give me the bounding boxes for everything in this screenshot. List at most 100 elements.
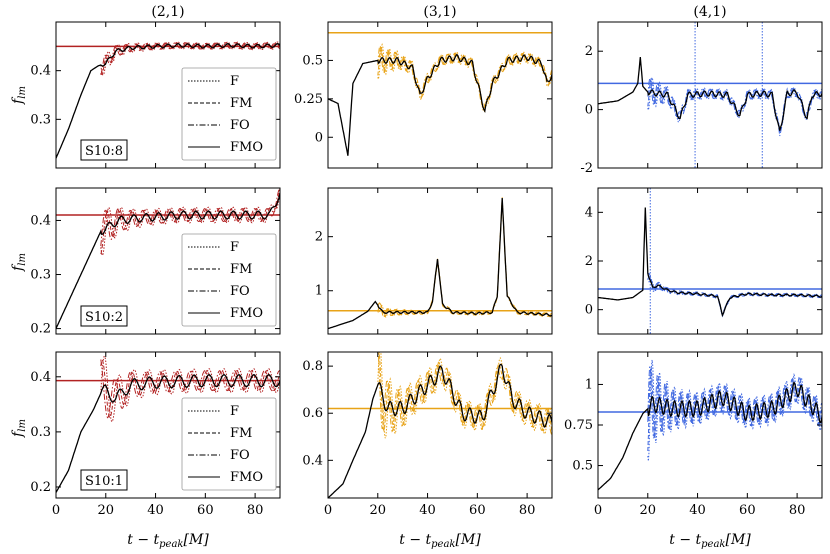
y-tick-label: 0.8 (302, 359, 323, 374)
y-tick-label: 0.2 (30, 480, 51, 495)
fmo-series (598, 381, 822, 491)
ylabel-row2: flm (10, 253, 28, 272)
fit-series-F (647, 278, 822, 318)
axes-frame (597, 351, 823, 499)
x-tick-label: 40 (419, 503, 436, 518)
x-tick-label: 80 (789, 503, 806, 518)
fit-series-FO (100, 359, 280, 419)
y-tick-label: 0.4 (30, 213, 51, 228)
y-tick-label: 2 (585, 44, 593, 59)
axes-frame (327, 351, 553, 499)
panel-0-2: -2 0 2 (580, 21, 823, 176)
plot-area (328, 32, 552, 156)
fmo-series (56, 374, 280, 493)
legend-box (181, 397, 277, 491)
legend-label-FMO: FMO (230, 306, 263, 321)
axes-frame (597, 187, 823, 335)
x-tick-label: 80 (247, 503, 264, 518)
fmo-series (328, 363, 552, 498)
plot-area (598, 188, 822, 334)
x-axis-labels: t − tpeak[M] t − tpeak[M] t − tpeak[M] (127, 532, 751, 550)
ylabel-row1: flm (10, 86, 28, 105)
fmo-series (598, 207, 822, 318)
legend-label-FMO: FMO (230, 140, 263, 155)
fit-series-FO (647, 366, 822, 439)
plot-area (56, 188, 280, 329)
row-label: S10:8 (85, 144, 123, 159)
legend-label-FO: FO (230, 118, 250, 133)
fit-series-F (377, 197, 552, 318)
y-tick-label: 0 (585, 303, 593, 318)
y-tick-label: 4 (585, 205, 593, 220)
x-tick-label: 20 (640, 503, 657, 518)
panel-0-1: 0 0.25 0.5 (294, 21, 553, 169)
plot-area (56, 355, 280, 493)
plot-area (598, 22, 822, 168)
row-label-box (80, 139, 128, 161)
col-title-41: (4,1) (693, 4, 726, 20)
fit-series-FO (377, 352, 552, 435)
y-tick-label: 0.4 (30, 64, 51, 79)
fit-series-FO (377, 199, 552, 318)
fit-series-F (377, 42, 552, 113)
panel-2-2: 0 20 40 60 80 0.5 0.75 1 (564, 351, 823, 518)
legend-box (181, 233, 277, 327)
y-tick-label: 0.3 (30, 425, 51, 440)
plot-area (328, 352, 552, 498)
plot-area (598, 359, 822, 491)
fit-series-FO (100, 42, 280, 76)
y-tick-label: 0.5 (302, 53, 323, 68)
x-tick-label: 60 (739, 503, 756, 518)
xlabel-col1: t − tpeak[M] (127, 532, 209, 550)
panel-1-2: 0 2 4 (585, 187, 823, 335)
y-tick-label: 2 (315, 230, 323, 245)
legend-label-FM: FM (230, 262, 252, 277)
y-tick-label: 0.5 (572, 459, 593, 474)
legend-box (181, 67, 277, 161)
y-tick-label: 0 (585, 103, 593, 118)
y-tick-label: 2 (585, 254, 593, 269)
panel-1-0: 0.2 0.3 0.4 F FM FO FMO S10:2 (30, 187, 281, 337)
axes-frame (55, 351, 281, 499)
y-tick-label: 0 (315, 130, 323, 145)
row-label-box (80, 305, 128, 327)
col-title-31: (3,1) (423, 4, 456, 20)
x-tick-label: 60 (197, 503, 214, 518)
x-tick-label: 60 (469, 503, 486, 518)
panel-0-0: 0.3 0.4 F FM FO FMO S10:8 (30, 21, 281, 169)
axes-frame (597, 21, 823, 169)
legend-label-F: F (230, 74, 239, 89)
y-tick-label: 0.75 (564, 418, 593, 433)
fmo-series (56, 43, 280, 159)
fit-series-FM (647, 276, 822, 318)
x-tick-label: 40 (689, 503, 706, 518)
y-tick-label: 0.25 (294, 92, 323, 107)
column-titles: (2,1) (3,1) (4,1) (151, 4, 726, 20)
y-tick-label: 0.6 (302, 406, 323, 421)
y-tick-label: 1 (585, 377, 593, 392)
fit-series-F (647, 359, 822, 462)
x-tick-label: 0 (52, 503, 60, 518)
legend-label-FM: FM (230, 426, 252, 441)
legend-label-F: F (230, 240, 239, 255)
y-tick-label: 0.2 (30, 322, 51, 337)
panel-2-0: 0 20 40 60 80 0.2 0.3 0.4 F FM FO FMO S10:1 (30, 351, 281, 518)
axes-frame (55, 21, 281, 169)
legend-label-FMO: FMO (230, 470, 263, 485)
plot-area (328, 197, 552, 330)
x-tick-label: 20 (370, 503, 387, 518)
ylabel-row3: flm (10, 419, 28, 438)
row-label: S10:1 (85, 474, 123, 489)
col-title-21: (2,1) (151, 4, 184, 20)
x-tick-label: 20 (98, 503, 115, 518)
xlabel-col3: t − tpeak[M] (669, 532, 751, 550)
y-tick-label: 1 (315, 284, 323, 299)
y-tick-label: 0.4 (302, 453, 323, 468)
legend-label-F: F (230, 404, 239, 419)
y-tick-label: -2 (580, 161, 593, 176)
fmo-series (328, 53, 552, 156)
y-tick-label: 0.3 (30, 268, 51, 283)
legend-label-FM: FM (230, 96, 252, 111)
legend-label-FO: FO (230, 284, 250, 299)
